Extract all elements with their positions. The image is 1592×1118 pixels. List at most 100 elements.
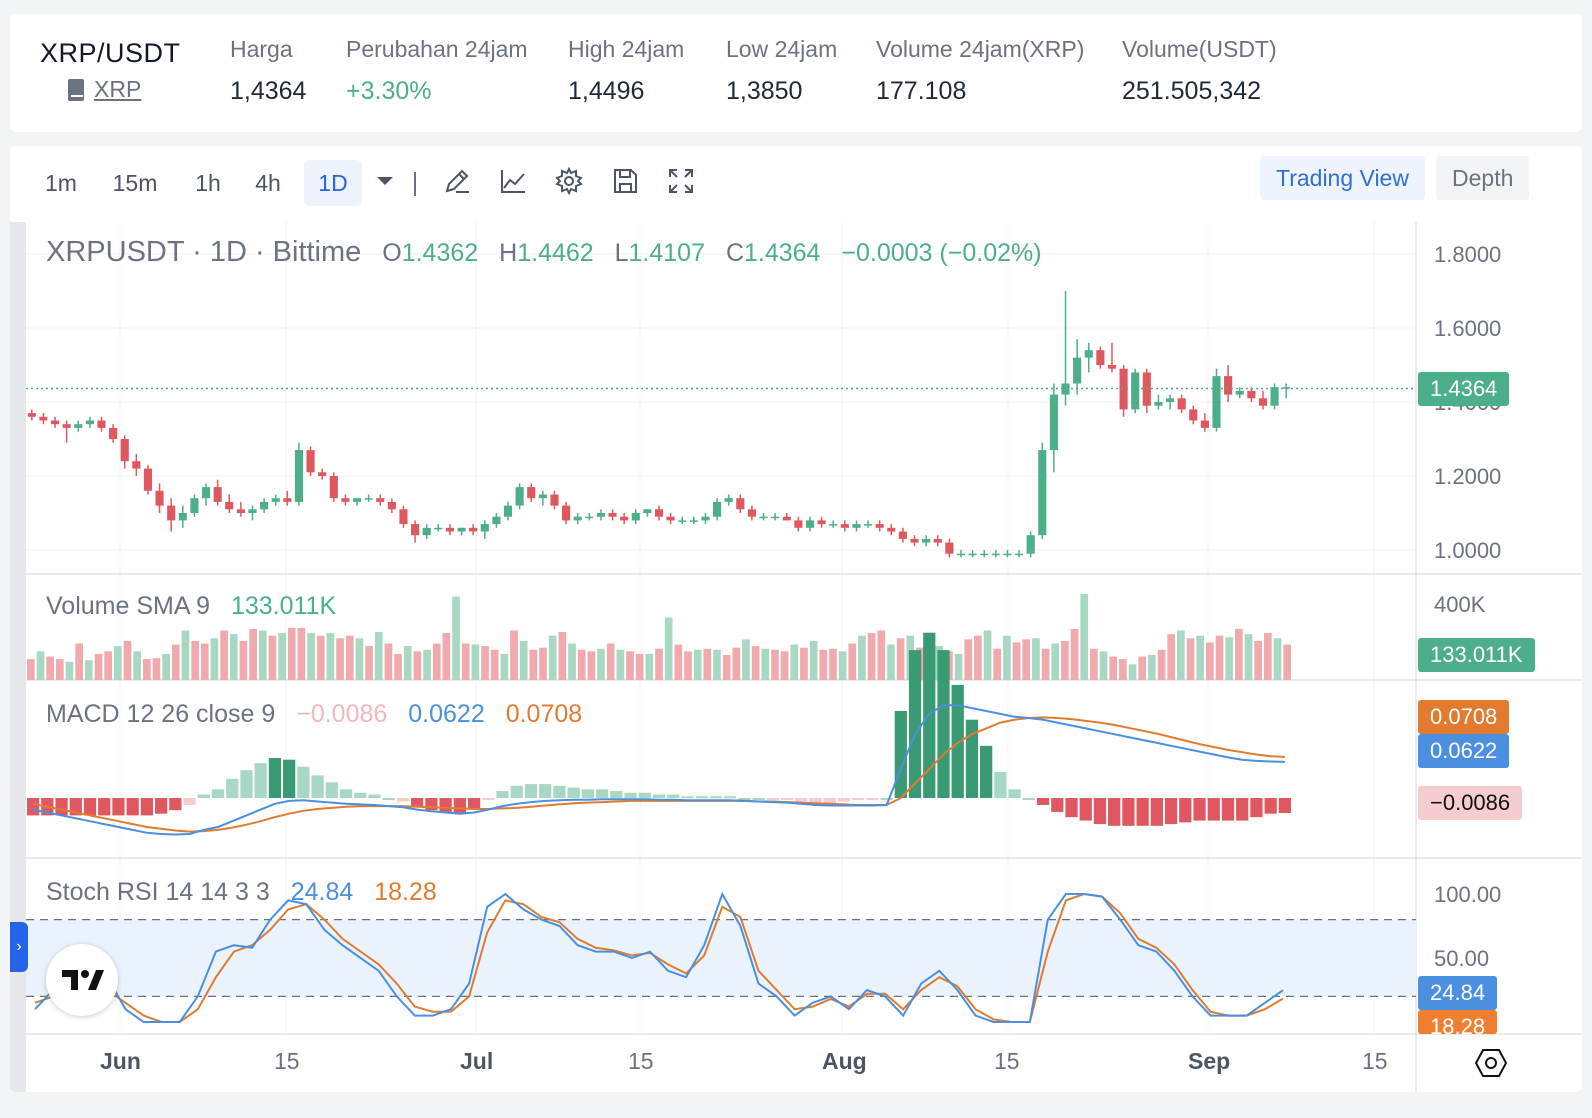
volume-bar <box>1235 628 1243 680</box>
candle-body <box>643 509 652 513</box>
macd-histogram-bar <box>581 789 594 798</box>
macd-histogram-bar <box>738 798 751 800</box>
volume-bar <box>742 639 750 680</box>
volume-bar <box>1080 594 1089 680</box>
volume-bar <box>403 646 412 680</box>
volume-bar <box>519 640 528 680</box>
macd-histogram-bar <box>439 798 452 812</box>
macd-histogram-bar <box>1236 798 1249 821</box>
last-price-tag: 1.4364 <box>1418 372 1510 406</box>
macd-histogram-bar <box>98 798 111 816</box>
volume-bar <box>1225 637 1234 680</box>
volume-bar <box>867 633 876 680</box>
volume-bar <box>1254 640 1263 680</box>
expand-sidebar-button[interactable]: › <box>10 922 28 972</box>
volume-bar <box>210 638 219 680</box>
candle-body <box>1061 383 1070 395</box>
volume-bar <box>838 651 847 680</box>
tab-depth[interactable]: Depth <box>1436 156 1530 200</box>
volume-bar <box>606 643 615 680</box>
volume-bar <box>365 646 373 680</box>
fullscreen-icon[interactable] <box>666 166 696 196</box>
volume-tick: 400K <box>1434 592 1486 617</box>
candle-body <box>434 527 443 530</box>
timeframe-15m[interactable]: 15m <box>112 170 158 196</box>
candle-body <box>178 513 187 521</box>
macd-histogram-bar <box>1150 798 1163 826</box>
volume-bar <box>577 649 586 680</box>
base-asset-label[interactable]: XRP <box>94 76 142 102</box>
candle-body <box>713 501 722 517</box>
stoch-band <box>26 919 1416 997</box>
volume-bar <box>432 643 441 680</box>
volume-bar <box>1128 664 1137 680</box>
volume-bar <box>142 659 151 680</box>
volume-bar <box>1215 635 1224 680</box>
candle-body <box>527 487 536 499</box>
candle-body <box>1131 372 1140 410</box>
macd-histogram-bar <box>795 798 808 802</box>
macd-histogram-bar <box>852 798 865 800</box>
candle-body <box>445 527 455 532</box>
timeframe-1h[interactable]: 1h <box>195 170 221 196</box>
stoch-k-value: 24.84 <box>290 878 354 906</box>
macd-signal-line <box>32 716 1285 833</box>
macd-histogram-bar <box>1065 798 1078 818</box>
ohlc-close: 1.4364 <box>744 239 821 267</box>
timeframe-4h[interactable]: 4h <box>255 170 281 196</box>
candle-body <box>968 553 977 556</box>
volume-bar <box>1244 634 1253 680</box>
volume-bar <box>287 627 296 680</box>
volume-bar <box>27 659 35 680</box>
volume-bar <box>568 643 576 680</box>
x-tick: 15 <box>274 1048 300 1074</box>
stat-label: Perubahan 24jam <box>346 36 528 62</box>
macd-histogram-bar <box>1193 798 1206 821</box>
base-asset-link[interactable]: XRP <box>68 76 141 103</box>
timeframe-1m[interactable]: 1m <box>45 170 77 196</box>
volume-bar <box>771 649 779 680</box>
macd-histogram-bar <box>240 770 253 798</box>
volume-bar <box>664 617 673 680</box>
candle-body <box>898 531 907 539</box>
candle-body <box>945 542 954 554</box>
candle-body <box>248 509 257 513</box>
candle-body <box>225 501 234 510</box>
volume-bar <box>200 643 209 680</box>
volume-bar <box>616 649 625 680</box>
volume-tag: 133.011K <box>1418 638 1535 672</box>
stat-label: Harga <box>230 36 293 62</box>
volume-bar <box>848 643 857 680</box>
volume-bar <box>954 653 963 680</box>
candle-body <box>608 513 617 517</box>
indicator-icon[interactable] <box>498 166 528 196</box>
stat-low: Low 24jam 1,3850 <box>726 36 837 106</box>
tradingview-logo[interactable] <box>46 944 118 1016</box>
volume-bar <box>123 640 132 680</box>
volume-bar <box>693 649 702 680</box>
macd-histogram-bar <box>411 798 424 807</box>
ohlc-low: 1.4107 <box>628 239 705 267</box>
tab-trading-view[interactable]: Trading View <box>1260 156 1425 200</box>
macd-signal-value: 0.0708 <box>505 700 583 728</box>
candle-body <box>457 527 466 532</box>
chart-settings-icon[interactable] <box>1474 1046 1508 1080</box>
volume-legend: Volume SMA 9 133.011K <box>46 592 350 621</box>
timeframe-1d[interactable]: 1D <box>304 160 362 206</box>
x-tick: Jul <box>460 1048 494 1074</box>
volume-bar <box>558 632 567 680</box>
volume-bar <box>36 651 45 680</box>
pencil-icon[interactable] <box>442 166 472 196</box>
ohlc-l-label: L <box>614 239 629 267</box>
macd-histogram-bar <box>1221 798 1235 821</box>
candle-body <box>236 509 245 513</box>
candle-body <box>794 520 803 528</box>
volume-bar <box>181 630 190 680</box>
save-icon[interactable] <box>610 166 640 196</box>
chart-canvas[interactable] <box>10 222 1582 1092</box>
chevron-down-icon[interactable] <box>370 166 400 196</box>
gear-icon[interactable] <box>554 166 584 196</box>
candle-body <box>27 413 36 417</box>
macd-histogram-bar <box>268 757 282 798</box>
candle-body <box>840 524 849 528</box>
